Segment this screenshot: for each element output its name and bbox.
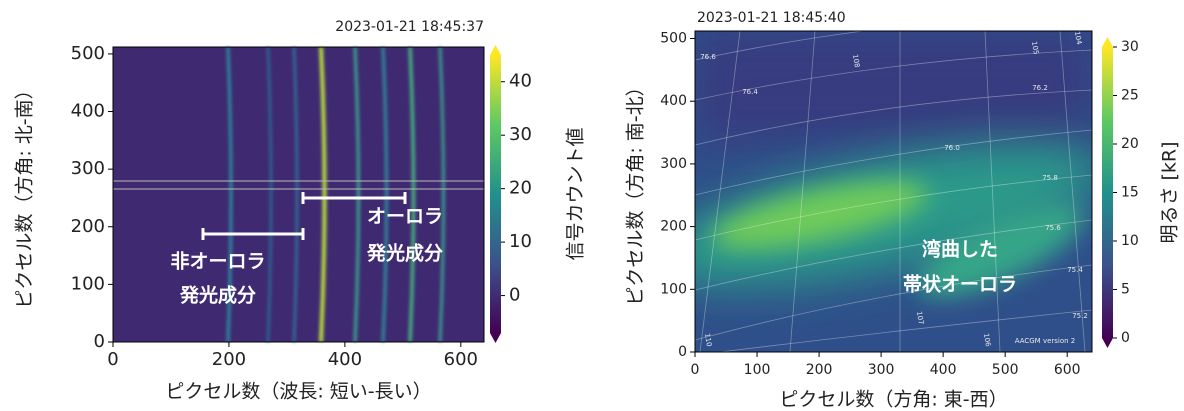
contour-label: 106 xyxy=(982,333,992,348)
annotation: 発光成分 xyxy=(366,242,443,265)
y-tick-label: 400 xyxy=(660,93,687,109)
y-tick-label: 100 xyxy=(71,273,105,294)
colorbar-tick-label: 40 xyxy=(509,71,532,92)
x-tick-label: 0 xyxy=(107,349,118,370)
y-tick-label: 200 xyxy=(660,219,687,235)
colorbar-tick-label: 20 xyxy=(509,178,532,199)
x-tick-label: 0 xyxy=(691,362,700,378)
contour-label: 75.4 xyxy=(1067,266,1083,274)
contour-label: 76.6 xyxy=(700,53,716,61)
plot-frame xyxy=(112,46,485,343)
colorbar-tick-label: 20 xyxy=(1121,136,1139,152)
x-axis-label: ピクセル数（波長: 短い-長い） xyxy=(165,381,431,403)
colorbar-extend-bottom xyxy=(490,333,501,343)
chart-title: 2023-01-21 18:45:37 xyxy=(335,19,484,35)
annotation: 非オーロラ xyxy=(170,251,265,273)
y-tick-label: 0 xyxy=(678,344,687,360)
y-tick-label: 300 xyxy=(660,156,687,172)
colorbar-tick-label: 10 xyxy=(1121,233,1139,249)
y-tick-label: 0 xyxy=(94,331,105,352)
x-tick-label: 100 xyxy=(744,362,771,378)
colorbar xyxy=(490,55,501,333)
y-tick-label: 500 xyxy=(660,31,687,47)
chart-title: 2023-01-21 18:45:40 xyxy=(697,10,846,26)
colorbar-tick-label: 0 xyxy=(1121,330,1130,346)
contour-label: 75.8 xyxy=(1042,174,1058,182)
contour-label: 76.2 xyxy=(1032,84,1048,92)
colorbar-tick-label: 30 xyxy=(509,124,532,145)
x-tick-label: 600 xyxy=(1054,362,1081,378)
colorbar-tick-label: 10 xyxy=(509,231,532,252)
x-tick-label: 600 xyxy=(444,349,478,370)
contour-label: 107 xyxy=(915,311,925,326)
x-tick-label: 200 xyxy=(212,349,246,370)
x-axis-label: ピクセル数（方角: 東-西） xyxy=(779,389,1007,411)
colorbar-tick-label: 30 xyxy=(1121,39,1139,55)
colorbar-extend-bottom xyxy=(1102,338,1113,348)
contour-label: 75.6 xyxy=(1045,224,1061,232)
x-tick-label: 200 xyxy=(806,362,833,378)
annotation: 帯状オーロラ xyxy=(903,273,1017,296)
annotation: 発光成分 xyxy=(179,284,256,307)
colorbar-extend-top xyxy=(490,45,501,55)
colorbar-tick-label: 15 xyxy=(1121,185,1139,201)
x-tick-label: 300 xyxy=(868,362,895,378)
colorbar-extend-top xyxy=(1102,37,1113,47)
y-tick-label: 200 xyxy=(71,216,105,237)
colorbar-tick-label: 0 xyxy=(509,285,520,306)
colorbar-label: 明るさ [kR] xyxy=(1159,141,1181,243)
contour-label: 76.0 xyxy=(944,144,960,152)
x-tick-label: 500 xyxy=(992,362,1019,378)
contour-label: 105 xyxy=(1030,41,1040,56)
colorbar-tick-label: 25 xyxy=(1121,88,1139,104)
contour-label: 108 xyxy=(851,54,861,69)
colorbar-tick-label: 5 xyxy=(1121,282,1130,298)
sky-image xyxy=(695,31,1092,352)
contour-label: 76.4 xyxy=(742,88,758,96)
annotation: 湾曲した xyxy=(922,238,998,261)
annotation: オーロラ xyxy=(367,206,443,228)
y-tick-label: 300 xyxy=(71,158,105,179)
contour-label: 104 xyxy=(1073,31,1083,46)
x-tick-label: 400 xyxy=(328,349,362,370)
contour-label: 110 xyxy=(703,333,713,348)
plot-frame xyxy=(694,30,1093,353)
spectrum-image xyxy=(113,46,484,343)
y-axis-label: ピクセル数（方角: 南-北） xyxy=(625,77,647,305)
contour-label: 75.2 xyxy=(1072,312,1088,320)
charts: 2023-01-21 18:45:370 200 400 60001002003004… xyxy=(14,10,1181,411)
footnote: AACGM version 2 xyxy=(1015,337,1076,345)
y-tick-label: 400 xyxy=(71,101,105,122)
colorbar xyxy=(1102,47,1113,338)
x-tick-label: 400 xyxy=(930,362,957,378)
y-tick-label: 100 xyxy=(660,281,687,297)
y-axis-label: ピクセル数（方角: 北-南） xyxy=(14,80,36,308)
y-tick-label: 500 xyxy=(71,43,105,64)
colorbar-label: 信号カウント値 xyxy=(565,127,587,260)
